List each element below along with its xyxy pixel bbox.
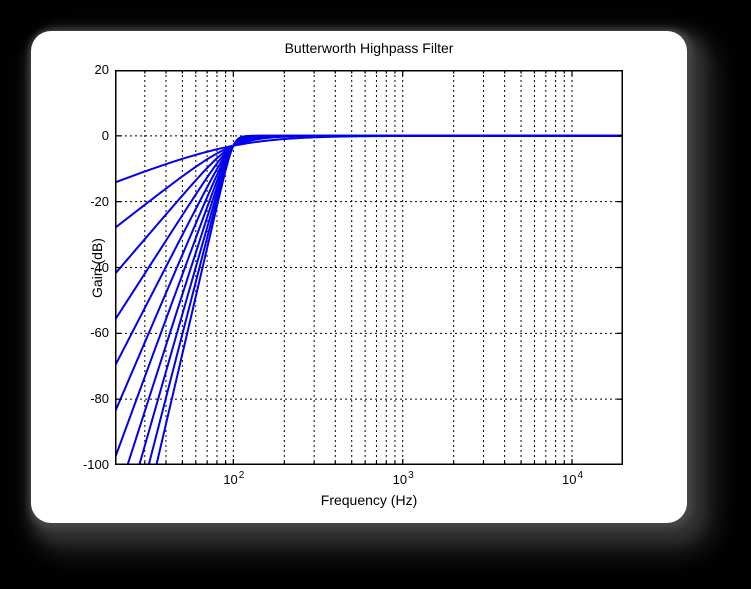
x-axis-label: Frequency (Hz) — [320, 492, 418, 508]
y-tick-label: -100 — [82, 457, 109, 472]
y-tick-label: -40 — [90, 259, 109, 275]
filter-curve-11 — [155, 134, 623, 465]
x-tick-label: 103 — [392, 470, 414, 487]
y-tick-label: 0 — [101, 127, 109, 143]
filter-curve-1 — [115, 134, 623, 184]
plot-area — [115, 70, 623, 465]
matlab-figure-window: Butterworth Highpass Filter Gain (dB) Fr… — [31, 31, 687, 523]
y-tick-label: -20 — [90, 193, 109, 209]
chart-title: Butterworth Highpass Filter — [284, 40, 454, 56]
y-tick-label: -80 — [90, 391, 109, 407]
filter-curve-6 — [115, 134, 623, 413]
y-tick-label: 20 — [94, 62, 109, 77]
filter-curve-4 — [115, 134, 623, 321]
filter-curve-2 — [115, 134, 623, 229]
x-tick-label: 102 — [223, 470, 245, 487]
y-tick-label: -60 — [90, 325, 109, 341]
x-tick-label: 104 — [562, 470, 584, 487]
bode-magnitude-plot — [115, 70, 623, 465]
